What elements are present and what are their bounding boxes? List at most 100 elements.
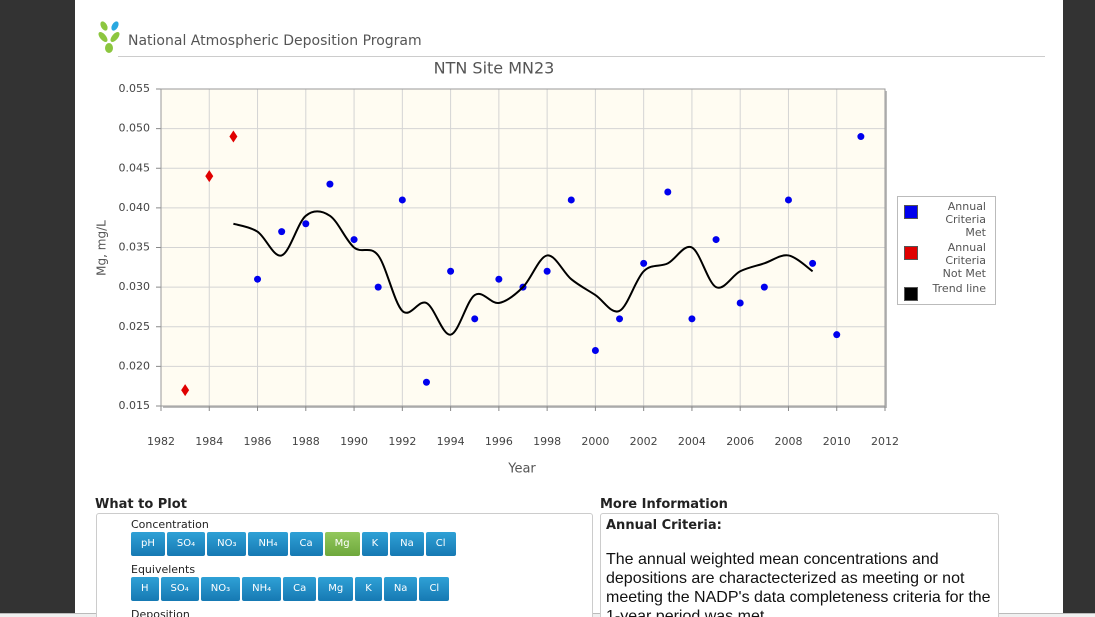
x-tick-label: 1984 (195, 435, 223, 448)
site-title: National Atmospheric Deposition Program (128, 33, 422, 49)
x-tick-label: 1996 (485, 435, 513, 448)
data-point (422, 378, 430, 386)
parameter-button[interactable]: H (131, 577, 159, 601)
y-tick-label: 0.040 (119, 201, 151, 214)
data-point (688, 315, 696, 323)
data-point (229, 130, 238, 143)
y-tick-label: 0.055 (119, 82, 151, 95)
parameter-button[interactable]: Mg (324, 532, 360, 556)
parameter-button[interactable]: Mg (318, 577, 354, 601)
data-point (543, 267, 551, 275)
x-tick-label: 2000 (581, 435, 609, 448)
data-point (664, 188, 672, 196)
data-point (326, 180, 334, 188)
parameter-button[interactable]: K (355, 577, 382, 601)
legend-item: Annual Criteria Met (898, 199, 995, 240)
parameter-button[interactable]: Na (383, 577, 418, 601)
trend-line (233, 210, 814, 336)
parameter-button[interactable]: Na (390, 532, 424, 556)
x-tick-label: 1998 (533, 435, 561, 448)
plot-border (160, 88, 886, 407)
y-axis-title: Mg, mg/L (95, 220, 109, 276)
x-tick-label: 2012 (871, 435, 899, 448)
x-tick-label: 1982 (147, 435, 175, 448)
chart-title: NTN Site MN23 (434, 59, 555, 78)
parameter-button[interactable]: NO₃ (200, 577, 241, 601)
x-tick-label: 2002 (630, 435, 658, 448)
data-point (857, 133, 865, 141)
legend-label: Annual Criteria Not Met (942, 241, 986, 280)
legend-swatch (904, 246, 918, 260)
y-tick-label: 0.025 (119, 320, 151, 333)
parameter-button[interactable]: SO₄ (160, 577, 199, 601)
legend-label: Annual Criteria Met (945, 200, 986, 239)
data-point (567, 196, 575, 204)
section-title: What to Plot (95, 497, 187, 512)
parameter-button[interactable]: NH₄ (242, 577, 282, 601)
parameter-button[interactable]: K (361, 532, 389, 556)
x-axis-title: Year (507, 462, 536, 477)
data-point (374, 283, 382, 291)
data-point (495, 275, 503, 283)
data-point (398, 196, 406, 204)
data-point (350, 236, 358, 244)
data-point (784, 196, 792, 204)
parameter-button[interactable]: NO₃ (207, 532, 247, 556)
parameter-button[interactable]: SO₄ (166, 532, 206, 556)
data-point (640, 259, 648, 267)
data-point (447, 267, 455, 275)
header-rule (118, 56, 1045, 57)
group-label: Concentration (131, 518, 209, 531)
legend-swatch (904, 287, 918, 301)
legend-item: Annual Criteria Not Met (898, 240, 995, 281)
legend-label: Trend line (932, 282, 986, 295)
group-label: Deposition (131, 608, 190, 617)
data-point (712, 236, 720, 244)
parameter-button[interactable]: Ca (283, 577, 317, 601)
x-tick-label: 1990 (340, 435, 368, 448)
chart: NTN Site MN23 Year Mg, mg/L 0.015 0.020 0.… (95, 59, 900, 477)
y-tick-label: 0.030 (119, 280, 151, 293)
y-tick-label: 0.050 (119, 122, 151, 135)
section-title: More Information (600, 497, 728, 512)
parameter-button[interactable]: Cl (419, 577, 450, 601)
legend-swatch (904, 205, 918, 219)
data-point (616, 315, 624, 323)
data-point (205, 170, 214, 183)
x-tick-label: 1988 (292, 435, 320, 448)
x-tick-label: 2010 (823, 435, 851, 448)
data-point (254, 275, 262, 283)
data-point (736, 299, 744, 307)
data-point (278, 228, 286, 236)
data-point (181, 384, 190, 397)
x-tick-label: 2006 (726, 435, 754, 448)
info-text: The annual weighted mean concentrations … (606, 551, 991, 617)
x-tick-label: 1992 (388, 435, 416, 448)
parameter-button[interactable]: pH (131, 532, 165, 556)
parameter-button[interactable]: NH₄ (248, 532, 288, 556)
controls-box: Concentration pH SO₄ NO₃ NH₄ Ca Mg K Na Cl Equivel… (96, 513, 593, 617)
info-heading: Annual Criteria: (606, 518, 722, 533)
x-tick-label: 2004 (678, 435, 706, 448)
parameter-button[interactable]: Cl (425, 532, 456, 556)
x-tick-label: 1994 (437, 435, 465, 448)
legend-item: Trend line (898, 281, 995, 302)
data-point (302, 220, 310, 228)
y-tick-label: 0.035 (119, 241, 151, 254)
info-box: Annual Criteria: The annual weighted mea… (600, 513, 999, 617)
data-point (471, 315, 479, 323)
button-row: pH SO₄ NO₃ NH₄ Ca Mg K Na Cl (131, 532, 456, 556)
y-tick-label: 0.020 (119, 359, 151, 372)
data-point (809, 259, 817, 267)
y-tick-label: 0.015 (119, 399, 151, 412)
button-row: H SO₄ NO₃ NH₄ Ca Mg K Na Cl (131, 577, 450, 601)
logo (98, 21, 120, 53)
group-label: Equivelents (131, 563, 196, 576)
x-tick-label: 1986 (244, 435, 272, 448)
parameter-button[interactable]: Ca (289, 532, 323, 556)
legend: Annual Criteria Met Annual Criteria Not M… (897, 196, 996, 305)
x-tick-label: 2008 (774, 435, 802, 448)
data-point (833, 331, 841, 339)
data-point (760, 283, 768, 291)
